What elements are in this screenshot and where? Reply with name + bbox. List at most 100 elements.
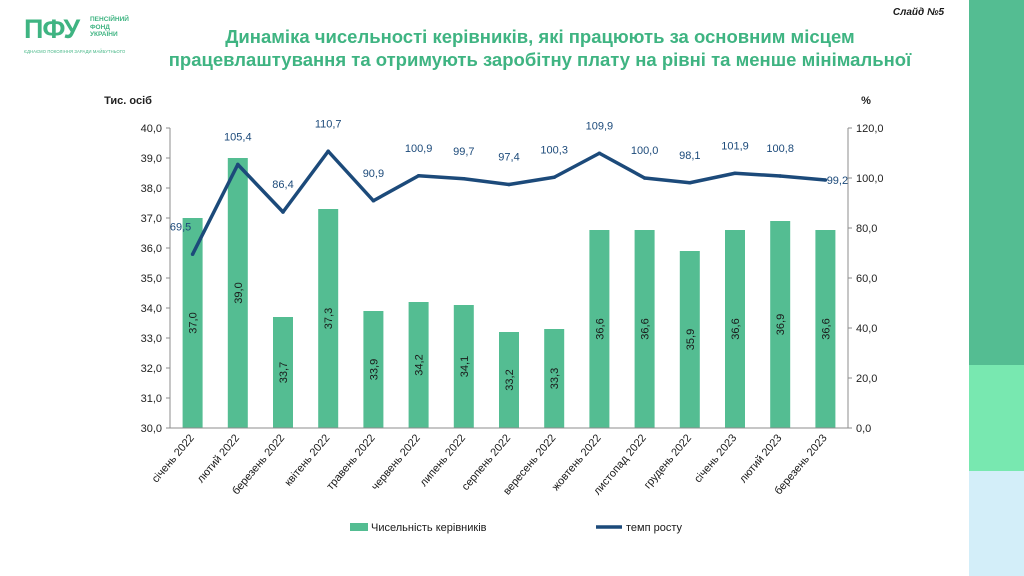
line-point: [688, 180, 692, 185]
x-tick-label: лютий 2022: [195, 432, 242, 485]
slide-title: Динаміка чисельності керівників, які пра…: [160, 25, 920, 71]
pfu-logo: ПФУ ПЕНСІЙНИЙ ФОНД УКРАЇНИ ЄДНАЄМО ПОКОЛ…: [24, 14, 144, 56]
line-point: [642, 176, 647, 180]
title-line-1: Динаміка чисельності керівників, які пра…: [225, 26, 855, 47]
combo-chart: 30,0 31,0 32,0 33,0 34,0 35,0 36,0 37,0 38,0 39,0…: [104, 95, 884, 534]
bar-value-label: 33,2: [504, 369, 516, 390]
bar-value-label: 36,6: [820, 318, 832, 339]
bar-value-label: 34,2: [414, 354, 426, 375]
line-value-label: 109,9: [586, 120, 614, 132]
line-point: [597, 151, 602, 156]
left-tick-label: 34,0: [141, 303, 162, 315]
x-tick-label: січень 2023: [692, 432, 739, 485]
bar-value-label: 33,3: [549, 368, 561, 389]
line-value-label: 86,4: [272, 179, 293, 191]
line-value-label: 100,8: [766, 143, 794, 155]
left-axis: 30,0 31,0 32,0 33,0 34,0 35,0 36,0 37,0 38,0 39,0…: [104, 95, 171, 435]
line-point: [190, 252, 195, 257]
right-tick-label: 80,0: [856, 223, 877, 235]
bar: [182, 218, 203, 428]
left-tick-label: 40,0: [141, 123, 162, 135]
bar: [453, 305, 474, 428]
left-tick-label: 37,0: [141, 213, 162, 225]
side-stripe-bottom: [969, 471, 1024, 576]
line-point: [236, 162, 240, 167]
line-value-label: 99,2: [827, 175, 848, 187]
bar-value-label: 33,7: [278, 362, 290, 383]
line-series: 69,5 105,4 86,4 110,7 90,9 100,9 99,7 97,4 100,3…: [170, 118, 848, 257]
line-value-label: 97,4: [498, 152, 519, 164]
bar: [815, 230, 836, 428]
bar: [318, 209, 339, 428]
logo-text: ПЕНСІЙНИЙ ФОНД УКРАЇНИ: [90, 16, 129, 39]
bar: [725, 230, 745, 428]
line-value-label: 110,7: [315, 118, 342, 130]
x-tick-label: січень 2022: [150, 432, 197, 485]
bar: [634, 230, 655, 428]
left-tick-label: 39,0: [141, 153, 162, 165]
x-tick-label: лютий 2023: [737, 432, 784, 485]
right-tick-label: 40,0: [856, 323, 877, 335]
line-value-label: 100,3: [540, 144, 568, 156]
side-stripe-top: [969, 0, 1024, 365]
line-point: [371, 198, 376, 203]
legend-bar-swatch: [350, 523, 368, 531]
line-point: [733, 171, 737, 176]
left-tick-label: 35,0: [141, 273, 162, 285]
bar-series: 37,0 39,0 33,7 37,3 33,9 34,2 34,1 33,2 33,3 36,6…: [182, 158, 836, 428]
line-point: [462, 176, 466, 181]
line-value-label: 105,4: [224, 132, 252, 144]
legend-line-label: темп росту: [626, 522, 683, 534]
bar-value-label: 39,0: [233, 282, 245, 303]
right-axis-label: %: [861, 95, 871, 107]
bar: [363, 311, 384, 428]
logo-line-1: ПЕНСІЙНИЙ: [90, 16, 129, 23]
bar: [227, 158, 248, 428]
bar: [273, 317, 293, 428]
line-value-label: 90,9: [363, 168, 384, 180]
legend: Чисельність керівників темп росту: [350, 522, 683, 534]
side-stripe-middle: [969, 365, 1024, 471]
right-tick-label: 120,0: [856, 123, 884, 135]
logo-line-3: УКРАЇНИ: [90, 31, 118, 38]
bar-value-label: 36,6: [640, 318, 652, 339]
line-point: [823, 178, 828, 182]
bar: [499, 332, 519, 428]
bar-value-label: 36,6: [594, 318, 606, 339]
bar-value-label: 35,9: [685, 329, 697, 350]
bar: [408, 302, 429, 428]
logo-subline: ЄДНАЄМО ПОКОЛІННЯ ЗАРАДИ МАЙБУТНЬОГО: [24, 49, 126, 54]
left-axis-label: Тис. осіб: [104, 95, 152, 107]
line-point: [281, 210, 285, 214]
line-point: [416, 173, 421, 178]
left-tick-label: 33,0: [141, 333, 162, 345]
right-tick-label: 20,0: [856, 373, 877, 385]
bar: [544, 329, 565, 428]
bar: [589, 230, 610, 428]
left-tick-label: 38,0: [141, 183, 162, 195]
bar-value-label: 36,9: [775, 314, 787, 335]
line-value-label: 98,1: [679, 150, 700, 162]
logo-mark: ПФУ: [24, 14, 80, 44]
left-tick-label: 30,0: [141, 423, 162, 435]
bar-value-label: 33,9: [368, 359, 380, 380]
logo-line-2: ФОНД: [90, 23, 110, 31]
bar: [679, 251, 700, 428]
left-tick-label: 36,0: [141, 243, 162, 255]
x-tick-label: червень 2022: [369, 432, 423, 493]
right-tick-label: 60,0: [856, 273, 877, 285]
line-point: [778, 174, 782, 178]
right-tick-label: 0,0: [856, 423, 871, 435]
bar-value-label: 37,3: [323, 308, 335, 329]
bar-value-label: 37,0: [188, 312, 200, 333]
bar: [770, 221, 791, 428]
line-value-label: 99,7: [453, 146, 474, 158]
left-tick-label: 32,0: [141, 363, 162, 375]
title-line-2: працевлаштування та отримують заробітну …: [168, 49, 912, 70]
line-value-label: 100,9: [405, 143, 433, 155]
x-tick-label: грудень 2022: [642, 432, 694, 491]
line-value-label: 101,9: [721, 140, 749, 152]
line-value-label: 100,0: [631, 145, 659, 157]
slide-number: Слайд №5: [892, 7, 944, 18]
